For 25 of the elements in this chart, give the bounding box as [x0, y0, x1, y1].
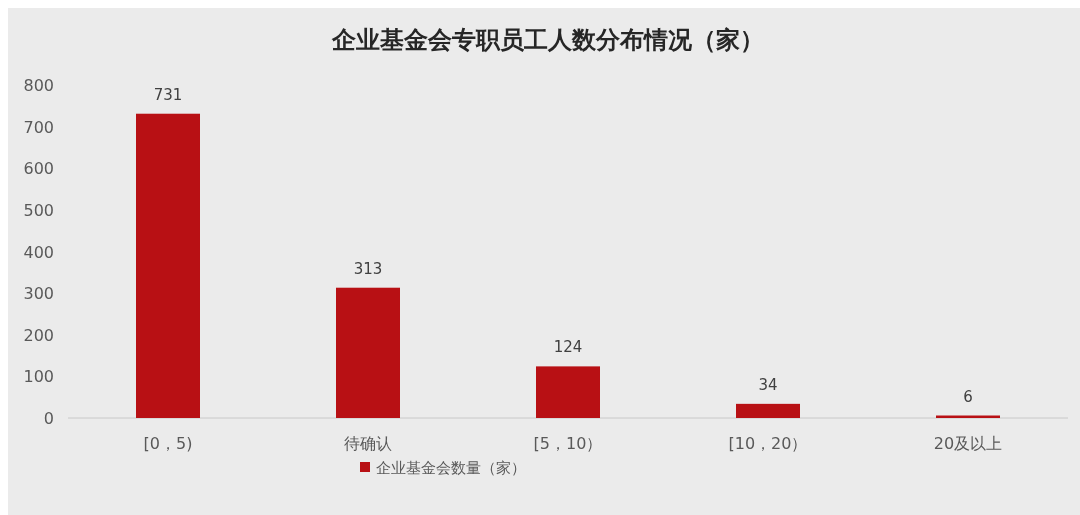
bar [736, 403, 800, 418]
bar [136, 113, 200, 418]
y-tick-label: 0 [43, 409, 54, 428]
x-tick-label: 20及以上 [933, 434, 1003, 453]
data-label: 731 [153, 85, 183, 104]
x-tick-label: [10，20） [728, 434, 808, 453]
y-tick-label: 700 [23, 117, 54, 137]
data-label: 313 [353, 259, 383, 278]
x-tick-label: 待确认 [344, 434, 392, 453]
y-tick-label: 200 [23, 325, 54, 345]
data-label: 34 [758, 375, 778, 394]
y-tick-label: 300 [23, 284, 54, 304]
data-label: 124 [553, 338, 583, 357]
y-tick-label: 100 [23, 367, 54, 387]
bar [536, 366, 600, 418]
data-label: 6 [963, 387, 973, 406]
y-tick-label: 500 [23, 200, 54, 220]
bar [336, 287, 400, 418]
chart-title: 企业基金会专职员工人数分布情况（家） [331, 26, 764, 54]
legend-label: 企业基金会数量（家） [376, 459, 526, 477]
x-tick-label: [0，5) [143, 434, 193, 453]
y-tick-label: 600 [23, 159, 54, 179]
y-tick-label: 800 [23, 76, 54, 95]
x-tick-label: [5，10） [533, 434, 603, 453]
y-tick-label: 400 [23, 242, 54, 262]
